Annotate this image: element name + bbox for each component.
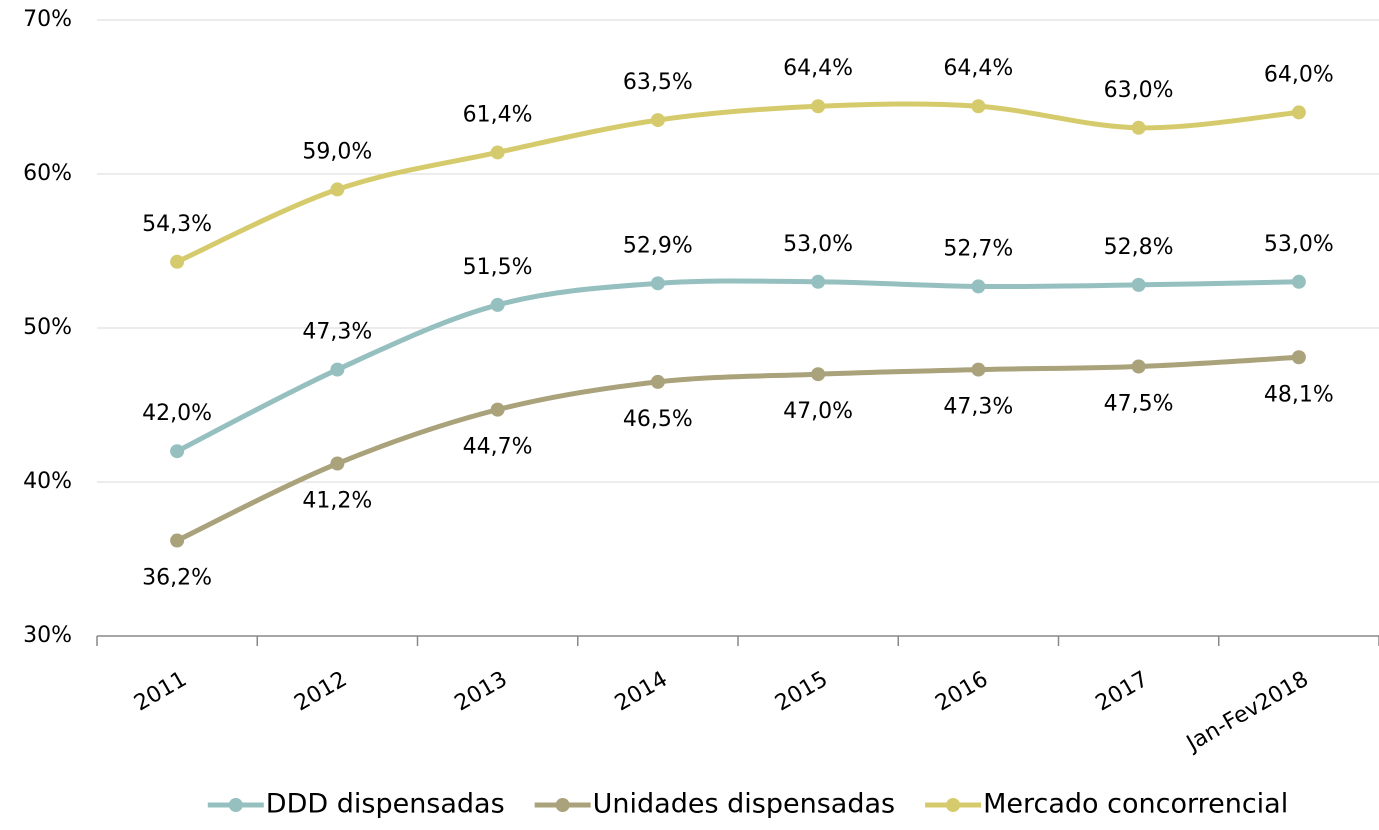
data-point	[971, 279, 986, 294]
data-label: 47,0%	[783, 399, 853, 424]
data-point	[811, 99, 826, 114]
y-tick-label: 50%	[23, 315, 72, 340]
data-label: 52,7%	[943, 236, 1013, 261]
data-point	[330, 456, 345, 471]
data-point	[170, 254, 185, 269]
data-label: 36,2%	[142, 566, 212, 591]
legend-marker	[555, 798, 570, 812]
data-label: 47,5%	[1104, 392, 1174, 417]
data-label: 46,5%	[623, 407, 693, 432]
data-point	[650, 113, 665, 128]
data-point	[811, 367, 826, 382]
series-line	[174, 278, 1302, 454]
data-label: 64,4%	[783, 56, 853, 81]
y-tick-label: 40%	[23, 469, 72, 494]
data-label: 47,3%	[302, 320, 372, 345]
series-line	[174, 354, 1302, 544]
data-label: 48,1%	[1264, 382, 1334, 407]
data-label: 63,5%	[623, 70, 693, 95]
data-label: 64,4%	[943, 56, 1013, 81]
y-tick-label: 30%	[23, 623, 72, 648]
data-point	[170, 533, 185, 548]
legend-label: Unidades dispensadas	[593, 789, 895, 820]
data-point	[811, 274, 826, 289]
data-point	[490, 297, 505, 312]
data-label: 54,3%	[142, 212, 212, 237]
data-label: 61,4%	[463, 102, 533, 127]
data-label: 59,0%	[302, 139, 372, 164]
data-point	[1291, 274, 1306, 289]
legend: DDD dispensadas Unidades dispensadas Merca…	[207, 789, 1288, 820]
data-label: 64,0%	[1264, 62, 1334, 87]
data-point	[1291, 350, 1306, 365]
data-point	[1131, 120, 1146, 135]
data-point	[650, 276, 665, 291]
data-point	[330, 362, 345, 377]
x-tick-label: 2013	[451, 667, 512, 717]
x-tick-label: 2017	[1092, 667, 1153, 717]
data-label: 44,7%	[463, 435, 533, 460]
data-label: 47,3%	[943, 395, 1013, 420]
data-point	[1131, 277, 1146, 292]
data-point	[490, 145, 505, 160]
data-point	[971, 362, 986, 377]
x-tick-label: 2016	[931, 667, 992, 717]
x-tick-label: 2015	[771, 667, 832, 717]
data-point	[971, 99, 986, 114]
legend-label: DDD dispensadas	[266, 789, 505, 820]
data-label: 41,2%	[302, 489, 372, 514]
data-point	[1131, 359, 1146, 374]
data-label: 63,0%	[1104, 78, 1174, 103]
data-label: 53,0%	[783, 232, 853, 257]
y-tick-label: 60%	[23, 161, 72, 186]
data-label: 53,0%	[1264, 232, 1334, 257]
y-tick-label: 70%	[23, 7, 72, 32]
data-point	[1291, 105, 1306, 120]
data-point	[490, 402, 505, 417]
data-label: 51,5%	[463, 255, 533, 280]
data-point	[650, 374, 665, 389]
data-point	[330, 182, 345, 197]
x-tick-label: 2011	[130, 667, 191, 717]
data-label: 42,0%	[142, 401, 212, 426]
data-point	[170, 444, 185, 459]
legend-label: Mercado concorrencial	[983, 789, 1288, 820]
data-label: 52,9%	[623, 233, 693, 258]
x-tick-label: 2014	[611, 667, 672, 717]
series-line	[174, 101, 1302, 265]
legend-marker	[228, 798, 243, 812]
x-tick-label: 2012	[290, 667, 351, 717]
x-tick-label: Jan-Fev2018	[1181, 667, 1313, 758]
data-label: 52,8%	[1104, 235, 1174, 260]
legend-marker	[946, 798, 961, 812]
